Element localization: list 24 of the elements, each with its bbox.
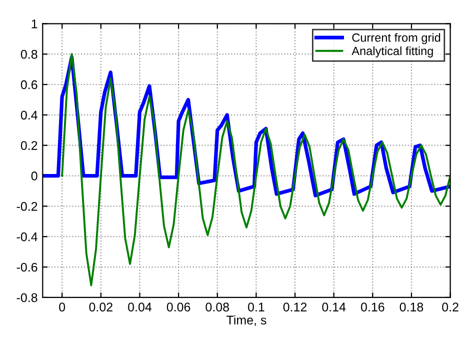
y-tick-label: 0.8 (20, 50, 38, 59)
y-tick-label: -0.2 (16, 202, 38, 211)
x-tick-label: 0.12 (283, 302, 307, 312)
x-tick-label: 0.16 (360, 302, 384, 312)
x-tick-label: 0.02 (89, 302, 112, 312)
x-tick-label: 0.2 (442, 302, 458, 312)
x-tick-label: 0.08 (206, 302, 229, 312)
x-tick-label: 0 (59, 302, 66, 312)
y-tick-label: -0.8 (16, 293, 38, 302)
y-tick-label: 0.4 (20, 110, 38, 120)
legend-label: Current from grid (352, 33, 440, 44)
x-tick-label: 0.14 (322, 302, 346, 312)
y-tick-label: 0 (31, 172, 38, 180)
y-tick-label: 0.6 (20, 80, 38, 90)
x-axis-title: Time, s (226, 315, 266, 326)
x-tick-label: 0.06 (166, 302, 190, 312)
x-tick-label: 0.04 (128, 302, 152, 312)
y-tick-label: 0.2 (20, 141, 38, 150)
y-tick-label: -0.6 (16, 262, 38, 272)
x-tick-label: 0.1 (248, 302, 264, 312)
y-tick-label: 1 (32, 20, 38, 28)
legend-label: Analytical fitting (352, 46, 433, 58)
x-tick-label: 0.18 (400, 302, 424, 312)
y-tick-label: -0.4 (16, 232, 38, 242)
